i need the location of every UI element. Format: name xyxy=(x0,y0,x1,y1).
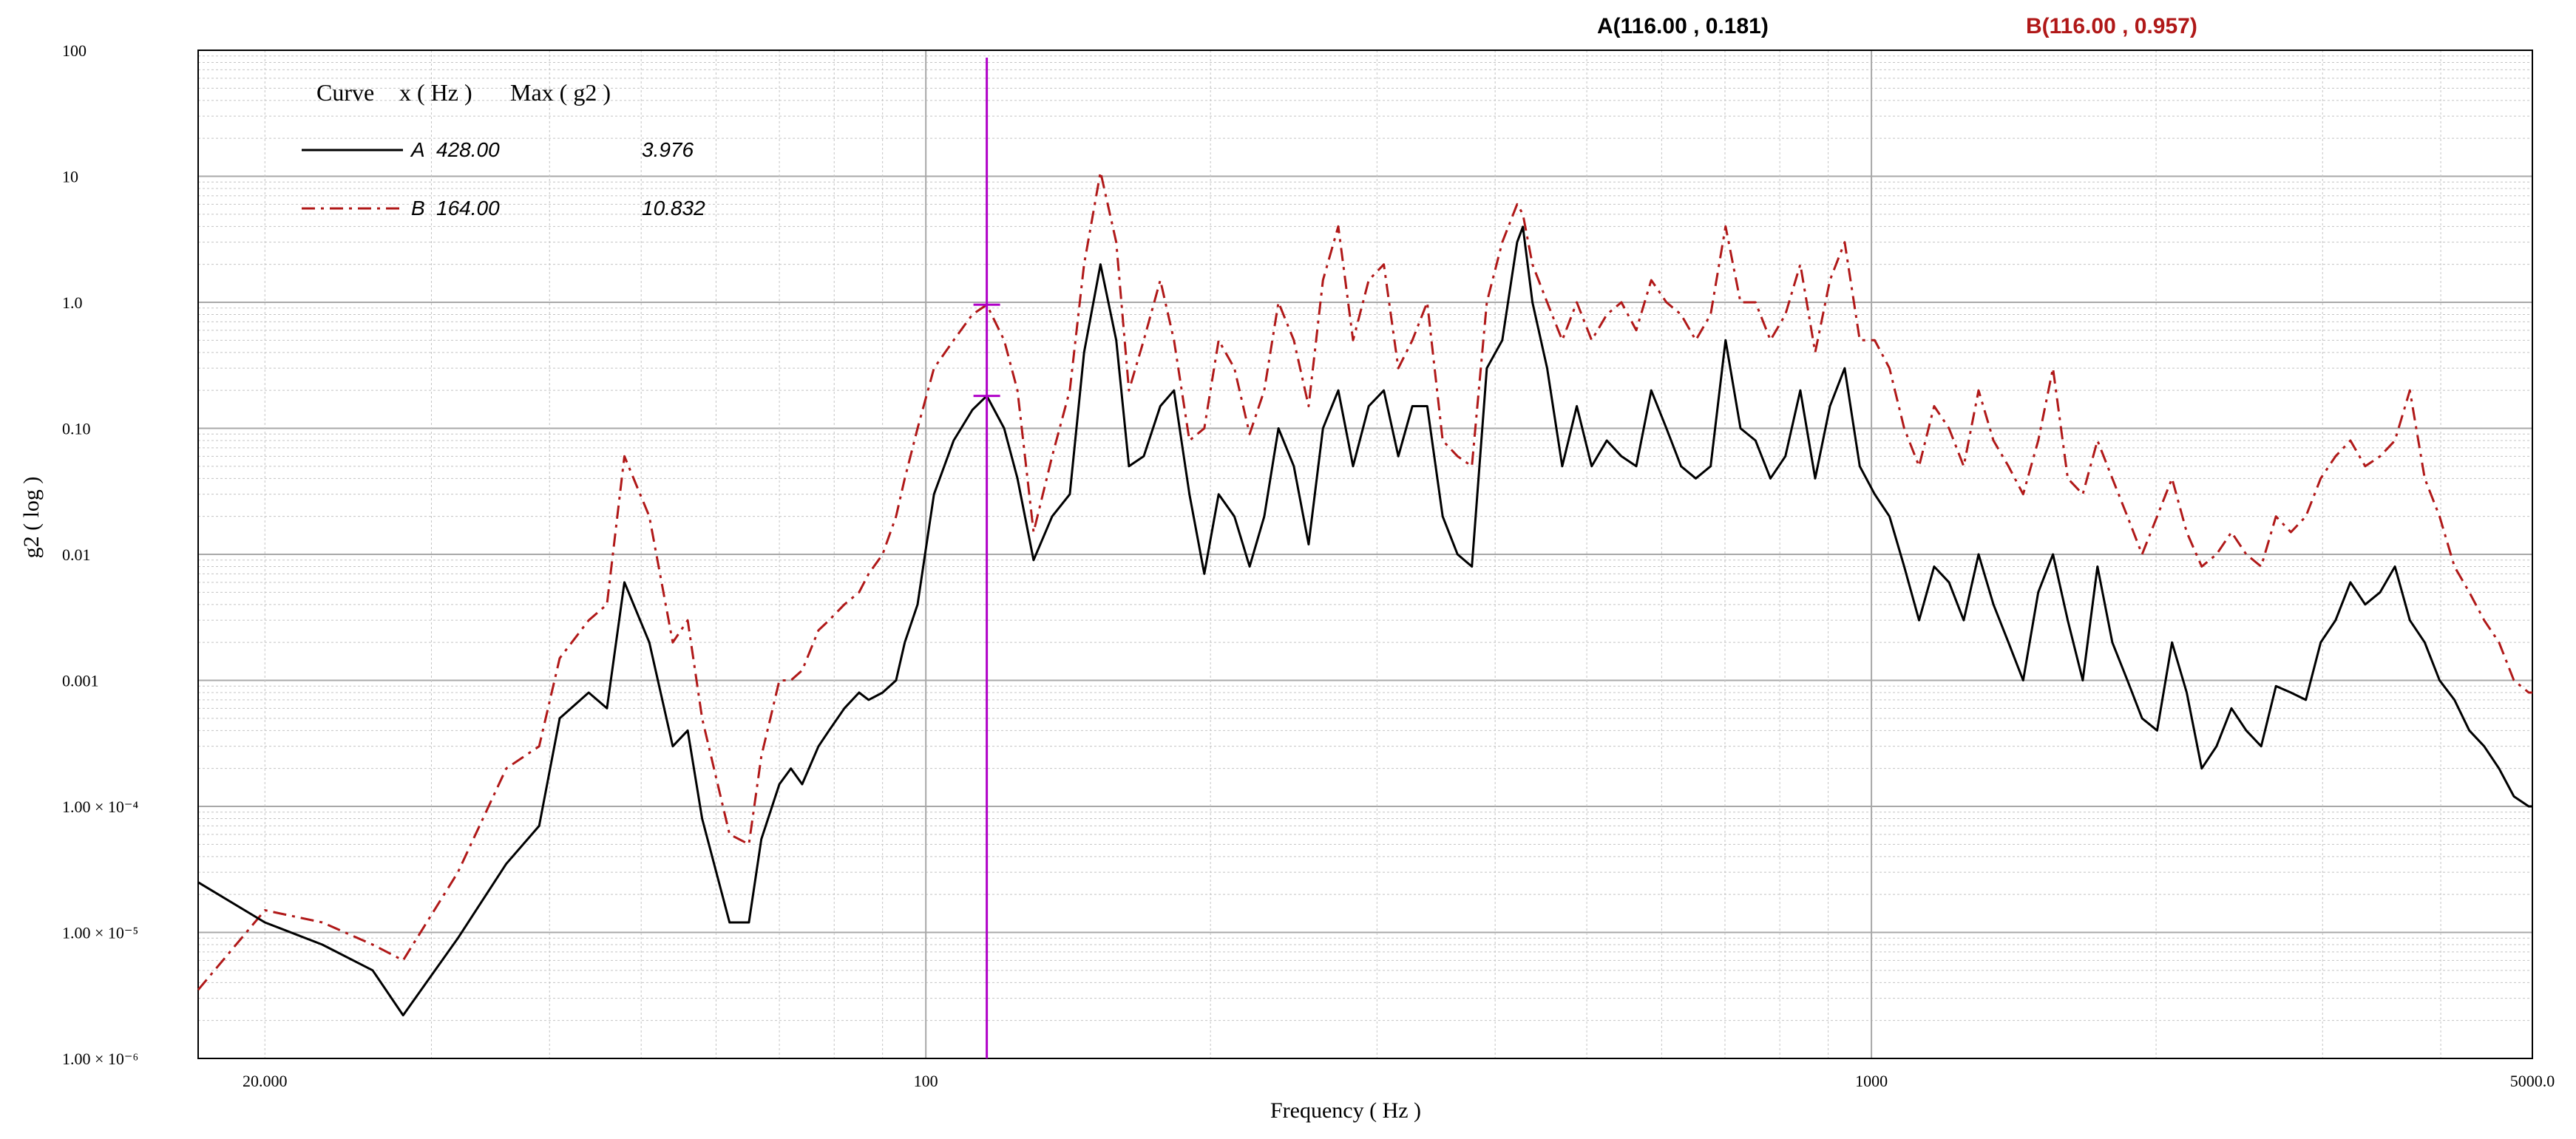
y-tick-label: 1.00 × 10⁻⁶ xyxy=(62,1050,138,1068)
y-axis-title: g2 ( log ) xyxy=(19,477,44,559)
x-tick-label: 100 xyxy=(914,1072,938,1090)
legend-header-curve: Curve xyxy=(316,79,374,106)
legend-max-a: 3.976 xyxy=(642,138,694,161)
legend-name-a: A xyxy=(410,138,425,161)
series-line-b xyxy=(197,171,2532,991)
y-tick-label: 1.00 × 10⁻⁵ xyxy=(62,924,138,942)
legend-header-max: Max ( g2 ) xyxy=(510,79,611,106)
y-tick-label: 0.001 xyxy=(62,672,99,690)
series-line-a xyxy=(197,225,2532,1017)
legend-x-a: 428.00 xyxy=(436,138,500,161)
x-tick-label: 1000 xyxy=(1855,1072,1888,1090)
legend: Curve x ( Hz ) Max ( g2 ) A 428.00 3.976… xyxy=(302,79,705,220)
grid-layer xyxy=(198,50,2532,1058)
legend-max-b: 10.832 xyxy=(642,197,705,220)
cursor-a-readout: A(116.00 , 0.181) xyxy=(1597,14,1769,38)
y-tick-label: 0.10 xyxy=(62,420,91,438)
tick-layer: 100 10 1.0 0.10 0.01 0.001 1.00 × 10⁻⁴ 1.00 × 1… xyxy=(62,41,2555,1090)
series-layer xyxy=(197,171,2532,1017)
x-axis-title: Frequency ( Hz ) xyxy=(1270,1098,1421,1123)
y-tick-label: 100 xyxy=(62,41,87,60)
y-tick-label: 1.00 × 10⁻⁴ xyxy=(62,798,139,816)
x-tick-label: 20.000 xyxy=(243,1072,288,1090)
y-tick-label: 10 xyxy=(62,168,78,186)
y-tick-label: 0.01 xyxy=(62,545,91,564)
legend-x-b: 164.00 xyxy=(436,197,500,220)
plot-frame xyxy=(197,50,2533,1059)
legend-name-b: B xyxy=(411,197,425,220)
x-tick-label: 5000.0 xyxy=(2510,1072,2555,1090)
cursor-layer xyxy=(973,58,1000,1058)
cursor-b-readout: B(116.00 , 0.957) xyxy=(2026,14,2197,38)
legend-header-x: x ( Hz ) xyxy=(399,79,472,106)
y-tick-label: 1.0 xyxy=(62,293,83,312)
